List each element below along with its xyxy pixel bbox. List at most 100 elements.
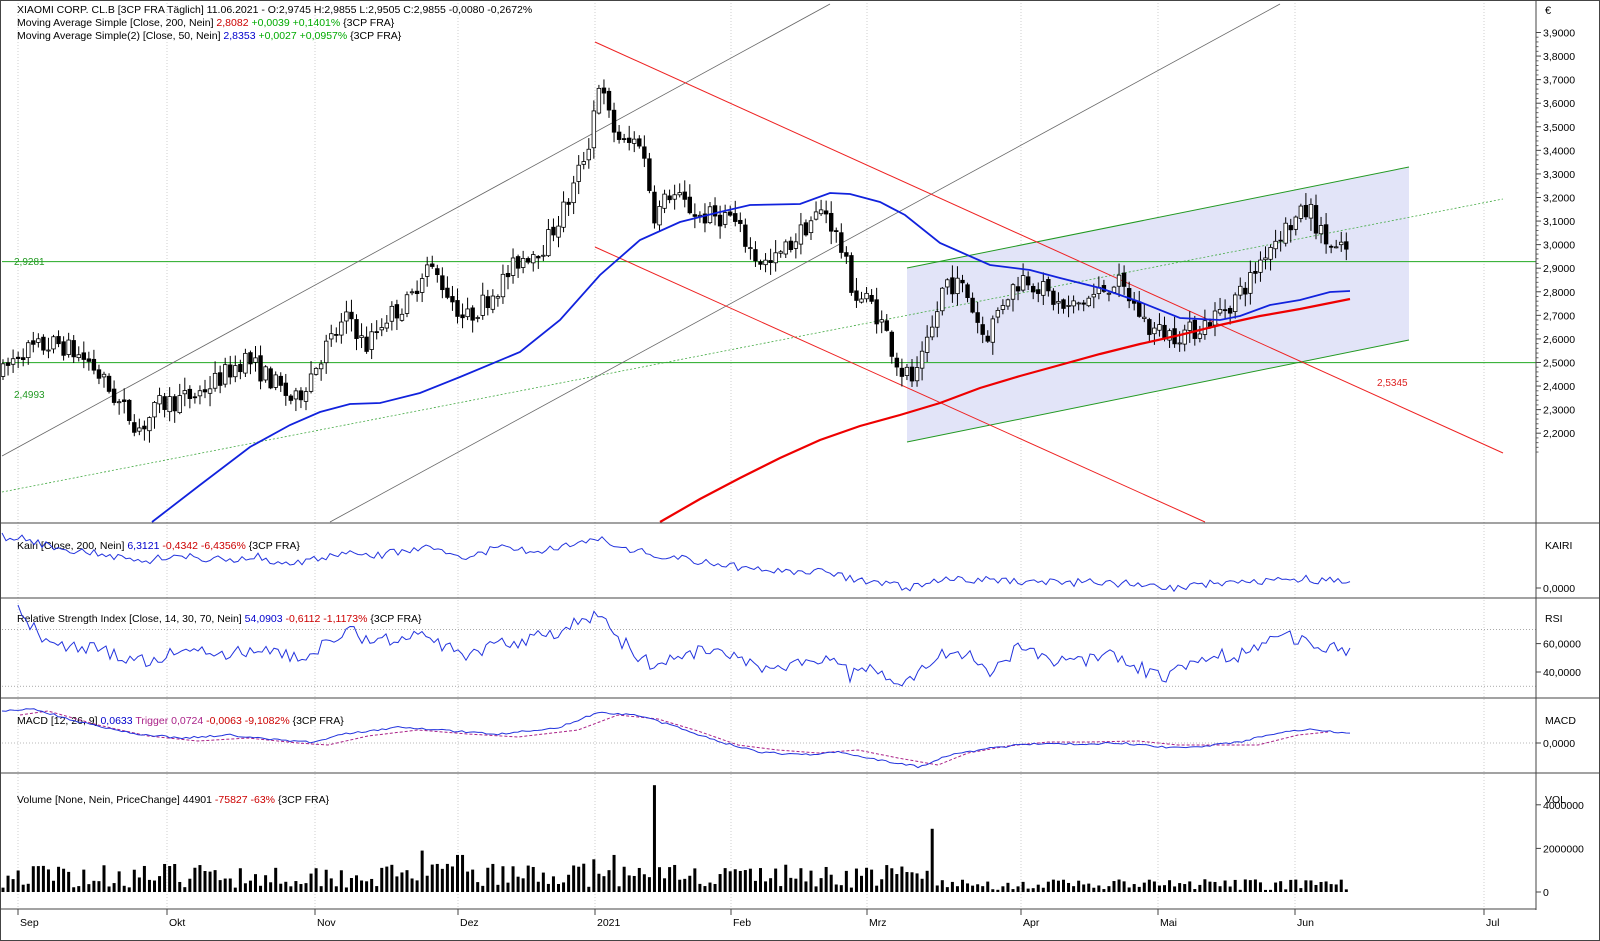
volume-bar	[1168, 880, 1172, 892]
volume-bar	[652, 785, 656, 892]
volume-bar	[839, 885, 843, 892]
candle	[86, 351, 92, 371]
kairi-panel[interactable]: Kairi [Close, 200, Nein] 6,3121 -0,4342 …	[1, 532, 1575, 595]
legend-ma50: Moving Average Simple(2) [Close, 50, Nei…	[17, 30, 402, 42]
candle	[728, 205, 733, 217]
volume-bar	[254, 874, 257, 892]
candle	[187, 385, 193, 409]
candle-body	[71, 340, 76, 358]
volume-bar	[1238, 889, 1242, 892]
volume-bar	[314, 868, 318, 892]
candle-body	[1318, 225, 1324, 235]
candle-body	[1283, 222, 1288, 244]
candle-body	[76, 354, 81, 359]
candle	[10, 349, 16, 373]
volume-bar	[1233, 879, 1237, 892]
red-channel-top	[594, 41, 1504, 454]
candle-body	[192, 396, 198, 399]
volume-bar	[213, 870, 217, 892]
candle-body	[561, 201, 566, 228]
candle-body	[308, 373, 314, 392]
volume-bar	[1031, 888, 1035, 892]
volume-bar	[1087, 883, 1091, 892]
volume-bar	[1147, 879, 1151, 892]
volume-bar	[1122, 881, 1126, 892]
candle	[869, 289, 874, 305]
volume-bar	[753, 880, 757, 892]
candle	[541, 244, 546, 262]
candle-body	[1121, 272, 1127, 287]
volume-panel[interactable]: Volume [None, Nein, PriceChange] 44901 -…	[1, 785, 1585, 899]
candle	[1288, 218, 1293, 243]
candle	[177, 383, 182, 415]
volume-bar	[920, 878, 924, 892]
volume-bar	[461, 854, 465, 892]
volume-bar	[1046, 881, 1050, 892]
volume-bar	[248, 880, 252, 892]
candle	[1323, 213, 1329, 254]
volume-bar	[541, 872, 545, 892]
volume-bar	[259, 885, 263, 892]
candle	[1091, 283, 1096, 309]
candle	[20, 348, 26, 367]
candle	[359, 323, 364, 349]
trendline-lower	[329, 3, 1281, 523]
candle-body	[919, 350, 925, 369]
time-axis: Sep Okt Nov Dez 2021 Feb Mrz Apr Mai Jun Jul	[17, 909, 1499, 929]
volume-bar	[1284, 889, 1288, 892]
candle-body	[1046, 279, 1051, 292]
price-panel[interactable]: XIAOMI CORP. CL.B [3CP FRA Täglich] 11.0…	[0, 0, 1536, 909]
currency-symbol: €	[1545, 5, 1551, 17]
candle	[520, 250, 526, 274]
volume-bar	[360, 880, 364, 892]
candle-body	[354, 319, 359, 339]
candle-body	[460, 314, 465, 319]
month-label: Mai	[1160, 917, 1177, 929]
volume-bar	[193, 867, 197, 892]
candle-body	[970, 297, 975, 313]
volume-bar	[900, 866, 904, 892]
candle	[1106, 291, 1112, 302]
volume-bar	[1051, 879, 1055, 892]
candle-body	[10, 358, 16, 365]
volume-bar	[551, 876, 555, 892]
candle-body	[1142, 316, 1147, 319]
candle	[1005, 298, 1011, 310]
volume-bar	[557, 883, 560, 892]
candle	[162, 392, 167, 418]
candle-body	[642, 146, 647, 159]
volume-bar	[16, 870, 20, 892]
volume-bar	[1117, 879, 1121, 892]
volume-bar	[173, 864, 177, 892]
volume-bar	[274, 867, 278, 892]
volume-bar	[127, 887, 131, 892]
volume-bar	[991, 889, 995, 892]
candle	[1116, 263, 1122, 298]
candle-body	[1177, 342, 1182, 345]
candle	[1000, 299, 1006, 315]
candle	[677, 183, 682, 198]
candle	[965, 282, 970, 303]
candle	[1086, 295, 1091, 308]
volume-bar	[238, 868, 242, 892]
candle	[1344, 232, 1349, 261]
volume-bar	[158, 876, 162, 892]
rsi-panel[interactable]: Relative Strength Index [Close, 14, 30, …	[2, 604, 1581, 687]
volume-bar	[1006, 882, 1010, 892]
kairi-line	[1, 532, 1351, 593]
candle	[369, 323, 374, 360]
candle	[182, 377, 187, 407]
volume-bar	[1026, 888, 1030, 892]
macd-panel[interactable]: MACD [12, 26, 9] 0,0633 Trigger 0,0724 -…	[1, 708, 1575, 769]
candle-body	[1000, 305, 1006, 310]
candle-body	[1025, 276, 1031, 286]
candle-body	[1328, 245, 1334, 248]
ma200-line	[659, 297, 1351, 523]
candle	[288, 394, 294, 405]
volume-bar	[1329, 884, 1333, 892]
volume-bar	[658, 867, 661, 892]
candle-body	[823, 210, 829, 215]
candle	[823, 200, 829, 224]
candle	[419, 273, 425, 303]
